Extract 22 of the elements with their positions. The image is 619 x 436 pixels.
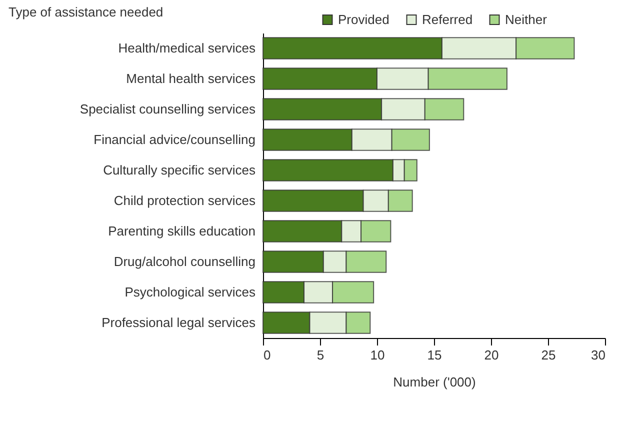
x-tick-label: 30 — [591, 348, 606, 362]
y-tick-label: Psychological services — [124, 284, 256, 300]
x-tick-label: 0 — [264, 348, 271, 362]
y-axis-title: Type of assistance needed — [8, 4, 164, 20]
x-tick-label: 25 — [541, 348, 556, 362]
y-tick-label: Drug/alcohol counselling — [114, 254, 256, 269]
y-tick-label: Health/medical services — [118, 40, 256, 56]
y-tick-label: Parenting skills education — [108, 223, 256, 238]
legend-label: Neither — [505, 12, 548, 27]
y-tick-label: Child protection services — [114, 192, 256, 208]
legend-label: Referred — [422, 12, 473, 27]
x-tick-label: 5 — [316, 348, 324, 362]
x-tick-label: 20 — [484, 348, 499, 362]
x-axis-title: Number ('000) — [393, 374, 476, 390]
x-tick-label: 15 — [427, 348, 442, 362]
legend-label: Provided — [338, 12, 390, 27]
y-tick-label: Mental health services — [126, 70, 256, 86]
y-tick-label: Specialist counselling services — [80, 101, 256, 116]
y-tick-label: Culturally specific services — [103, 162, 256, 178]
x-tick-label: 10 — [370, 348, 385, 362]
y-tick-label: Financial advice/counselling — [94, 132, 256, 147]
y-tick-label: Professional legal services — [102, 314, 256, 330]
